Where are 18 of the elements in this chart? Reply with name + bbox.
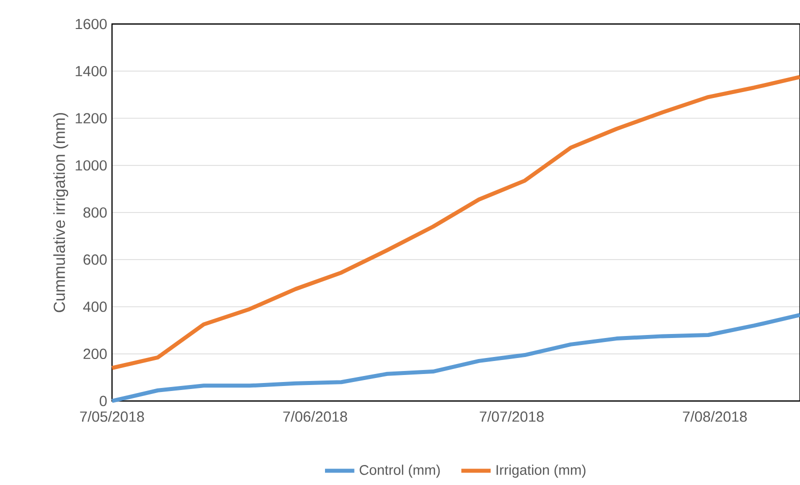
- x-tick-label: 7/06/2018: [283, 411, 348, 422]
- legend-label: Control (mm): [360, 464, 440, 478]
- x-tick-label: 7/08/2018: [682, 411, 747, 422]
- line-series: [110, 312, 800, 403]
- x-tick-label: 7/07/2018: [480, 411, 544, 422]
- y-tick-label: 1400: [76, 66, 107, 76]
- y-tick-label: 400: [83, 302, 107, 312]
- line-series: [110, 75, 800, 370]
- y-tick-label: 1600: [76, 18, 107, 30]
- y-tick-label: 1000: [76, 160, 107, 171]
- y-tick-label: 600: [84, 254, 107, 265]
- legend-label: Irrigation (mm): [496, 464, 586, 478]
- x-tick-label: 7/05/2018: [80, 411, 144, 422]
- y-tick-label: 200: [84, 348, 107, 360]
- y-tick-label: 800: [83, 207, 107, 218]
- y-axis-title: Cummulative irrigation (mm): [53, 113, 68, 312]
- y-tick-label: 0: [100, 396, 107, 406]
- y-tick-label: 1200: [76, 113, 107, 124]
